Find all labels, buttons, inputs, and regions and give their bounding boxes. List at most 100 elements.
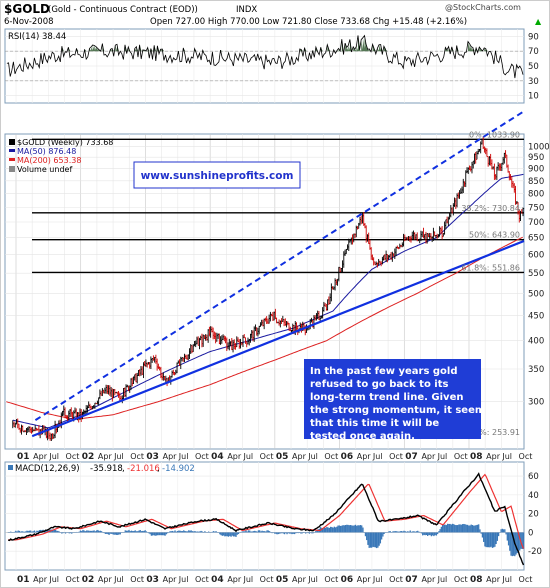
chart-exchange: INDX	[236, 5, 257, 15]
site-box	[133, 161, 301, 189]
x-tick-label: Apr	[227, 452, 242, 461]
x-tick-label: Apr	[98, 575, 113, 584]
rsi-label: RSI(14) 38.44	[8, 32, 66, 42]
macd-hist-bar	[155, 532, 158, 536]
macd-hist-bar	[453, 524, 455, 533]
macd-hist-bar	[93, 530, 95, 533]
price-tick-label: 900	[528, 165, 544, 175]
macd-hist-bar	[61, 532, 63, 534]
x-tick-label: Apr	[486, 452, 501, 461]
macd-hist-bar	[301, 532, 303, 534]
ma50-legend-swatch	[9, 149, 15, 152]
macd-hist-bar	[139, 529, 141, 533]
macd-hist-bar	[132, 531, 134, 533]
macd-hist-bar	[512, 532, 515, 556]
macd-hist-bar	[290, 532, 292, 534]
price-legend-swatch	[9, 139, 15, 145]
macd-separator: ,	[122, 464, 125, 474]
support-trendline	[31, 239, 525, 438]
macd-hist-bar	[428, 532, 430, 536]
macd-hist-bar	[94, 531, 97, 533]
x-tick-label: 03	[146, 452, 159, 462]
macd-hist-bar	[425, 532, 428, 536]
macd-hist-bar	[475, 525, 477, 533]
macd-hist-bar	[427, 532, 429, 536]
macd-hist-bar	[373, 532, 375, 548]
macd-hist-bar	[255, 531, 257, 533]
stockcharts-watermark: @StockCharts.com	[445, 3, 521, 12]
macd-hist-bar	[354, 524, 357, 533]
macd-hist-bar	[497, 532, 500, 537]
price-tick-label: 400	[528, 337, 544, 347]
macd-hist-bar	[81, 531, 83, 533]
macd-hist-bar	[371, 532, 373, 548]
annotation-line: the strong momentum, it seems	[310, 405, 491, 416]
macd-hist-bar	[327, 527, 329, 533]
x-tick-label: Jul	[437, 575, 448, 584]
macd-tick-label: 0	[528, 528, 533, 538]
macd-hist-bar	[456, 525, 459, 533]
macd-hist-bar	[400, 531, 403, 533]
macd-hist-bar	[331, 526, 333, 533]
macd-tick-label: 60	[528, 472, 539, 482]
x-tick-label: 06	[341, 452, 354, 462]
macd-hist-bar	[91, 530, 93, 533]
macd-hist-bar	[311, 532, 313, 534]
macd-hist-bar	[222, 532, 225, 536]
x-tick-label: Jul	[48, 575, 59, 584]
macd-hist-bar	[214, 531, 216, 533]
x-tick-label: Apr	[292, 452, 307, 461]
macd-hist-bar	[302, 532, 304, 533]
macd-hist-bar	[296, 532, 298, 534]
macd-hist-bar	[282, 532, 284, 534]
macd-hist-bar	[312, 532, 314, 534]
macd-hist-bar	[374, 532, 377, 548]
macd-hist-bar	[127, 530, 129, 533]
volume-legend-swatch	[9, 166, 15, 172]
macd-hist-bar	[161, 532, 164, 536]
macd-hist-bar	[110, 532, 113, 534]
macd-hist-bar	[322, 528, 324, 533]
macd-hist-bar	[393, 531, 395, 533]
macd-hist-bar	[100, 531, 103, 533]
macd-hist-bar	[430, 532, 433, 537]
macd-hist-bar	[158, 532, 160, 536]
macd-hist-bar	[220, 532, 222, 536]
macd-hist-bar	[273, 532, 276, 534]
macd-hist-bar	[245, 530, 247, 533]
macd-hist-bar	[440, 526, 443, 533]
macd-hist-bar	[402, 531, 404, 533]
macd-hist-bar	[153, 532, 155, 536]
macd-hist-bar	[154, 532, 156, 536]
price-tick-label: 700	[528, 218, 544, 228]
macd-hist-bar	[424, 532, 426, 536]
macd-hist-bar	[414, 531, 416, 533]
macd-hist-bar	[277, 532, 279, 535]
macd-hist-bar	[221, 532, 223, 536]
macd-hist-bar	[174, 530, 176, 533]
macd-hist-bar	[156, 532, 159, 536]
macd-hist-bar	[97, 529, 99, 533]
fib-level-label: 61.8%: 551.86	[461, 263, 520, 272]
macd-hist-bar	[353, 525, 355, 533]
macd-hist-bar	[500, 529, 502, 533]
macd-value: -35.918	[90, 464, 123, 474]
macd-panel	[4, 461, 525, 571]
macd-hist-bar	[37, 530, 39, 533]
macd-hist-bar	[260, 531, 262, 533]
x-tick-label: Oct	[66, 575, 80, 584]
macd-hist-bar	[183, 530, 185, 533]
x-tick-label: Jul	[178, 452, 189, 461]
macd-hist-bar	[109, 532, 111, 534]
macd-hist-bar	[455, 525, 457, 533]
x-tick-label: Jul	[242, 452, 253, 461]
macd-hist-bar	[316, 530, 318, 533]
annotation-box	[304, 359, 481, 439]
macd-hist-bar	[297, 532, 299, 534]
macd-hist-bar	[283, 532, 286, 535]
macd-signal-line	[8, 473, 525, 549]
annotation-text: In the past few years gold refused to go …	[310, 366, 491, 442]
macd-hist-bar	[105, 532, 108, 534]
macd-hist-bar	[200, 530, 202, 533]
macd-hist-bar	[352, 525, 354, 533]
